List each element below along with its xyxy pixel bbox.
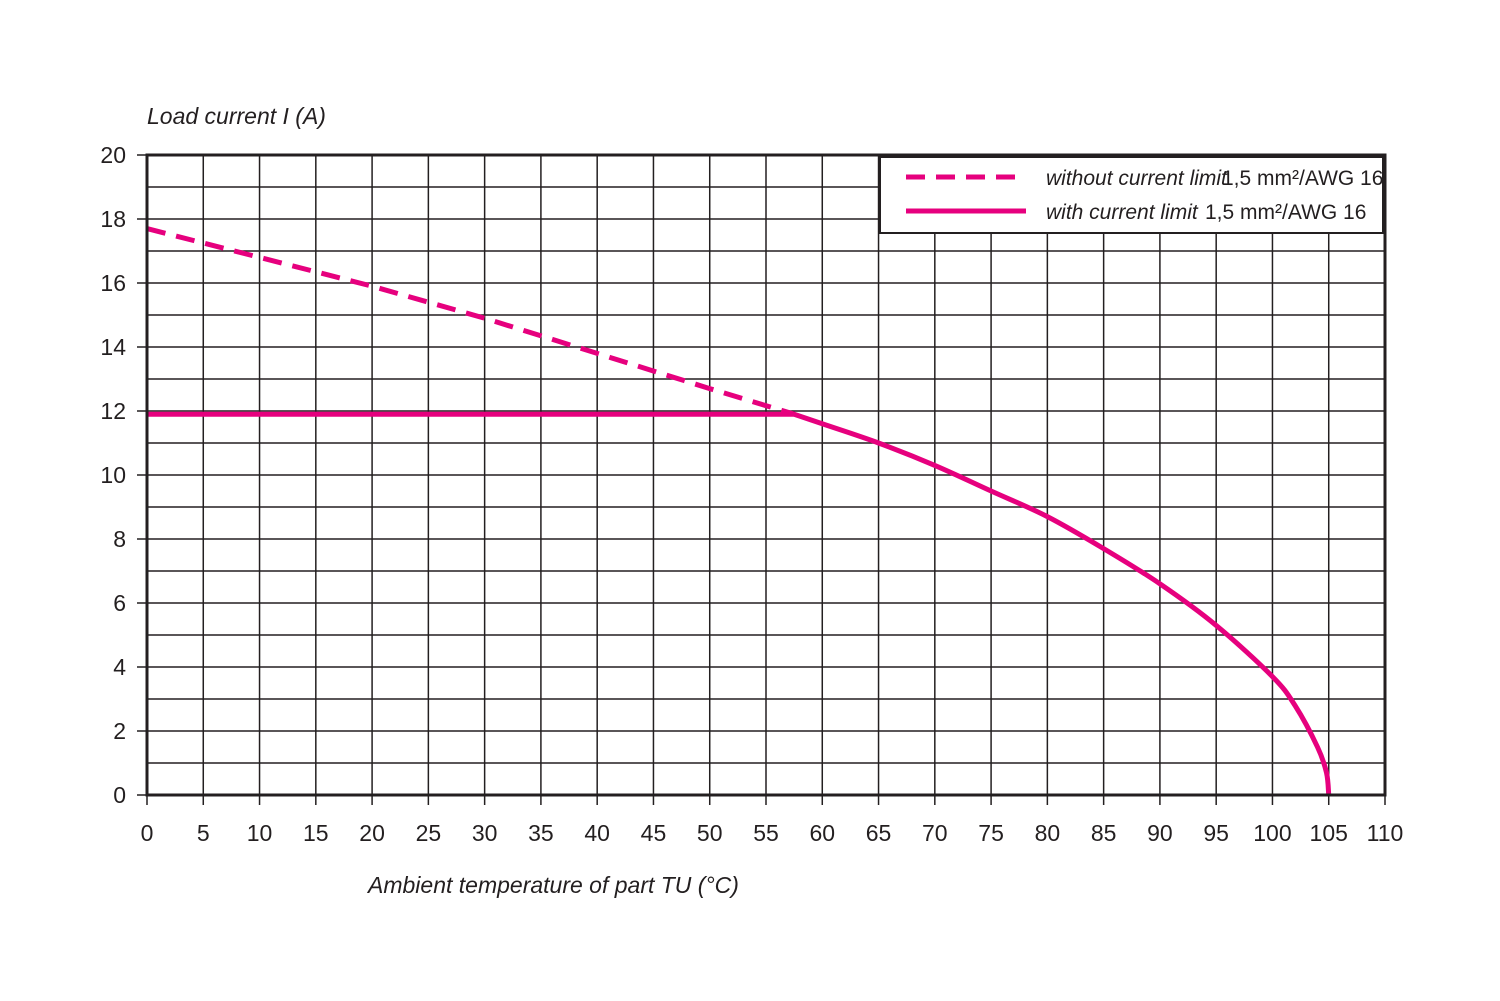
x-tick-label: 40 xyxy=(584,820,610,846)
x-tick-label: 60 xyxy=(809,820,835,846)
x-tick-label: 70 xyxy=(922,820,948,846)
series-line-with-current-limit xyxy=(147,411,1332,796)
x-tick-label: 45 xyxy=(641,820,667,846)
y-tick-label: 16 xyxy=(100,270,126,296)
y-tick-label: 2 xyxy=(113,718,126,744)
x-tick-label: 75 xyxy=(978,820,1004,846)
x-tick-label: 20 xyxy=(359,820,385,846)
y-tick-label: 14 xyxy=(100,334,126,360)
x-tick-label: 80 xyxy=(1035,820,1061,846)
legend-box xyxy=(879,156,1384,234)
y-tick-label: 0 xyxy=(113,782,126,808)
x-tick-label: 95 xyxy=(1203,820,1229,846)
x-tick-label: 10 xyxy=(247,820,273,846)
y-tick-label: 6 xyxy=(113,590,126,616)
x-tick-label: 55 xyxy=(753,820,779,846)
y-tick-label: 12 xyxy=(100,398,126,424)
x-tick-label: 0 xyxy=(141,820,154,846)
legend-series-name-1: with current limit xyxy=(1046,201,1199,224)
x-tick-label: 65 xyxy=(866,820,892,846)
x-tick-label: 35 xyxy=(528,820,554,846)
y-tick-label: 10 xyxy=(100,462,126,488)
y-axis-ticks: 0 2 4 6 8 10 12 14 16 18 20 xyxy=(100,142,147,808)
y-tick-label: 20 xyxy=(100,142,126,168)
grid xyxy=(147,155,1385,795)
x-tick-label: 105 xyxy=(1310,820,1348,846)
x-tick-label: 100 xyxy=(1253,820,1291,846)
y-axis-title: Load current I (A) xyxy=(147,103,326,129)
legend-label-without-current-limit: without current limit 1,5 mm²/AWG 16 xyxy=(1046,167,1383,190)
y-tick-label: 8 xyxy=(113,526,126,552)
x-tick-label: 25 xyxy=(416,820,442,846)
legend-series-spec-1: 1,5 mm²/AWG 16 xyxy=(1205,201,1366,224)
x-tick-label: 15 xyxy=(303,820,329,846)
x-tick-label: 50 xyxy=(697,820,723,846)
series-layer xyxy=(146,226,1332,796)
x-tick-label: 5 xyxy=(197,820,210,846)
legend: without current limit 1,5 mm²/AWG 16 wit… xyxy=(879,156,1384,234)
x-tick-label: 90 xyxy=(1147,820,1173,846)
legend-series-name-0: without current limit xyxy=(1046,167,1228,190)
y-tick-label: 18 xyxy=(100,206,126,232)
series-line-without-current-limit xyxy=(146,226,795,417)
y-tick-label: 4 xyxy=(113,654,126,680)
x-tick-label: 30 xyxy=(472,820,498,846)
x-tick-label: 110 xyxy=(1367,820,1404,846)
x-axis-ticks: 0 5 10 15 20 25 30 35 40 45 50 55 60 65 70 75 80 85 90 95 10… xyxy=(141,795,1404,846)
x-axis-title: Ambient temperature of part TU (°C) xyxy=(366,872,739,898)
x-tick-label: 85 xyxy=(1091,820,1117,846)
legend-series-spec-0: 1,5 mm²/AWG 16 xyxy=(1222,167,1383,190)
legend-label-with-current-limit: with current limit 1,5 mm²/AWG 16 xyxy=(1046,201,1366,224)
